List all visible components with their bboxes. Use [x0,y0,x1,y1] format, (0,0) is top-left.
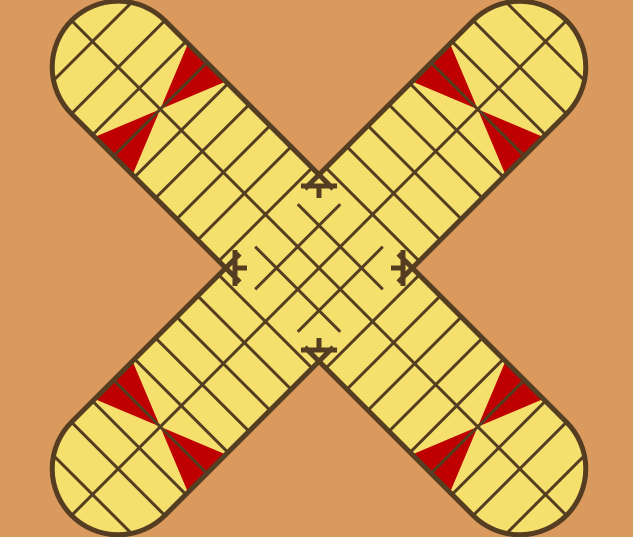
cell-line [366,124,463,221]
cell-line [133,357,230,454]
cell-line [52,1,133,82]
cell-line [430,379,526,475]
cell-line [324,273,421,370]
board-outline [49,0,589,537]
center-square [233,182,405,354]
cell-line [408,82,505,179]
cell-line [133,82,230,179]
arm-outline-top-right [303,0,589,284]
cell-line [112,379,208,475]
cell-line [345,145,442,242]
arm-outline-bottom-left [49,252,335,537]
cell-line [112,61,208,157]
cell-line [217,166,314,263]
cell-line [70,421,166,517]
cell-line [505,1,586,82]
cell-line [52,454,133,535]
cell-line [408,357,505,454]
cell-line [217,273,314,370]
cell-line [505,454,586,535]
cell-line [196,145,293,242]
lane-divider [350,19,568,237]
cell-line [387,103,484,200]
cell-line [175,124,272,221]
cell-line [91,40,187,136]
board-grid [52,1,586,535]
cell-line [345,294,442,391]
cell-line [91,400,187,496]
cell-line [472,421,568,517]
cell-line [451,40,547,136]
cell-line [175,315,272,412]
cell-line [366,315,463,412]
lane-divider [350,299,568,517]
cell-line [472,19,568,115]
cell-line [430,61,526,157]
cell-line [70,19,166,115]
cell-line [451,400,547,496]
center-grid-line [296,245,384,333]
cell-line [324,166,421,263]
arm-outline-top-left [49,0,335,284]
lane-divider [70,299,288,517]
cell-line [387,336,484,433]
cell-line [154,103,251,200]
cell-line [154,336,251,433]
center-grid-line [275,224,363,312]
lane-divider [70,19,288,237]
cell-line [196,294,293,391]
arm-outline-bottom-right [303,252,589,537]
center-grid-line [254,203,342,291]
